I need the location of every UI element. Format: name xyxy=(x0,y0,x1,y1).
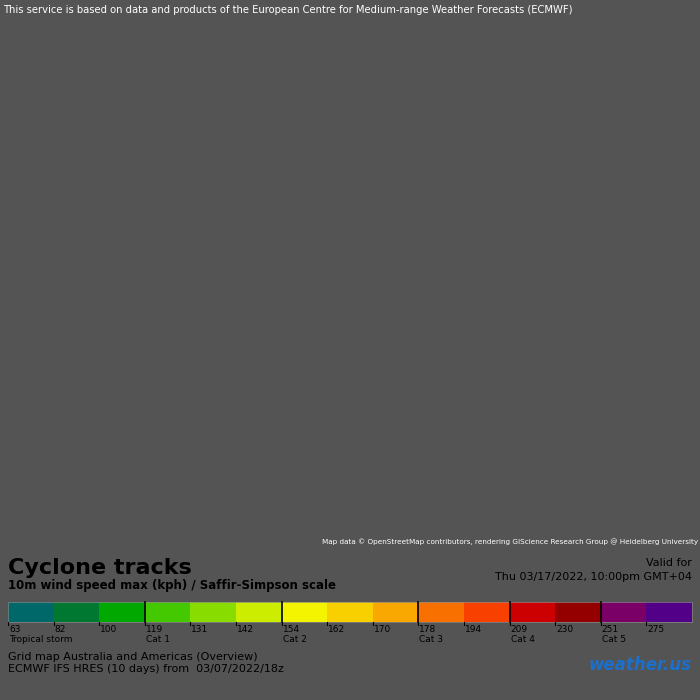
Bar xyxy=(373,601,419,622)
Bar xyxy=(464,601,510,622)
Text: Valid for: Valid for xyxy=(646,557,692,568)
Bar xyxy=(8,601,692,622)
Text: 209: 209 xyxy=(510,626,528,634)
Bar xyxy=(145,601,190,622)
Text: 194: 194 xyxy=(465,626,482,634)
Text: 251: 251 xyxy=(602,626,619,634)
Text: 131: 131 xyxy=(191,626,209,634)
Text: 82: 82 xyxy=(55,626,66,634)
Bar xyxy=(281,601,327,622)
Text: 142: 142 xyxy=(237,626,254,634)
Text: ECMWF IFS HRES (10 days) from  03/07/2022/18z: ECMWF IFS HRES (10 days) from 03/07/2022… xyxy=(8,664,284,673)
Text: 119: 119 xyxy=(146,626,163,634)
Text: 170: 170 xyxy=(374,626,391,634)
Text: weather.us: weather.us xyxy=(589,655,692,673)
Bar xyxy=(510,601,555,622)
Text: Cat 4: Cat 4 xyxy=(510,636,535,645)
Text: Cyclone tracks: Cyclone tracks xyxy=(8,557,192,578)
Text: 275: 275 xyxy=(648,626,664,634)
Text: Tropical storm: Tropical storm xyxy=(9,636,73,645)
Text: 178: 178 xyxy=(419,626,437,634)
Text: 230: 230 xyxy=(556,626,573,634)
Bar xyxy=(236,601,281,622)
Text: Cat 5: Cat 5 xyxy=(602,636,626,645)
Bar xyxy=(646,601,692,622)
Text: 10m wind speed max (kph) / Saffir-Simpson scale: 10m wind speed max (kph) / Saffir-Simpso… xyxy=(8,580,336,592)
Bar xyxy=(54,601,99,622)
Bar xyxy=(8,601,54,622)
Bar xyxy=(419,601,464,622)
Bar xyxy=(327,601,373,622)
Text: Grid map Australia and Americas (Overview): Grid map Australia and Americas (Overvie… xyxy=(8,652,258,662)
Text: Thu 03/17/2022, 10:00pm GMT+04: Thu 03/17/2022, 10:00pm GMT+04 xyxy=(495,571,692,582)
Text: 100: 100 xyxy=(100,626,118,634)
Bar xyxy=(601,601,646,622)
Bar xyxy=(99,601,145,622)
Text: 63: 63 xyxy=(9,626,20,634)
Text: 162: 162 xyxy=(328,626,345,634)
Text: Cat 3: Cat 3 xyxy=(419,636,443,645)
Text: Cat 1: Cat 1 xyxy=(146,636,170,645)
Bar xyxy=(555,601,601,622)
Text: 154: 154 xyxy=(283,626,300,634)
Bar xyxy=(190,601,236,622)
Text: This service is based on data and products of the European Centre for Medium-ran: This service is based on data and produc… xyxy=(4,6,573,15)
Text: Map data © OpenStreetMap contributors, rendering GIScience Research Group @ Heid: Map data © OpenStreetMap contributors, r… xyxy=(323,538,699,545)
Text: Cat 2: Cat 2 xyxy=(283,636,307,645)
